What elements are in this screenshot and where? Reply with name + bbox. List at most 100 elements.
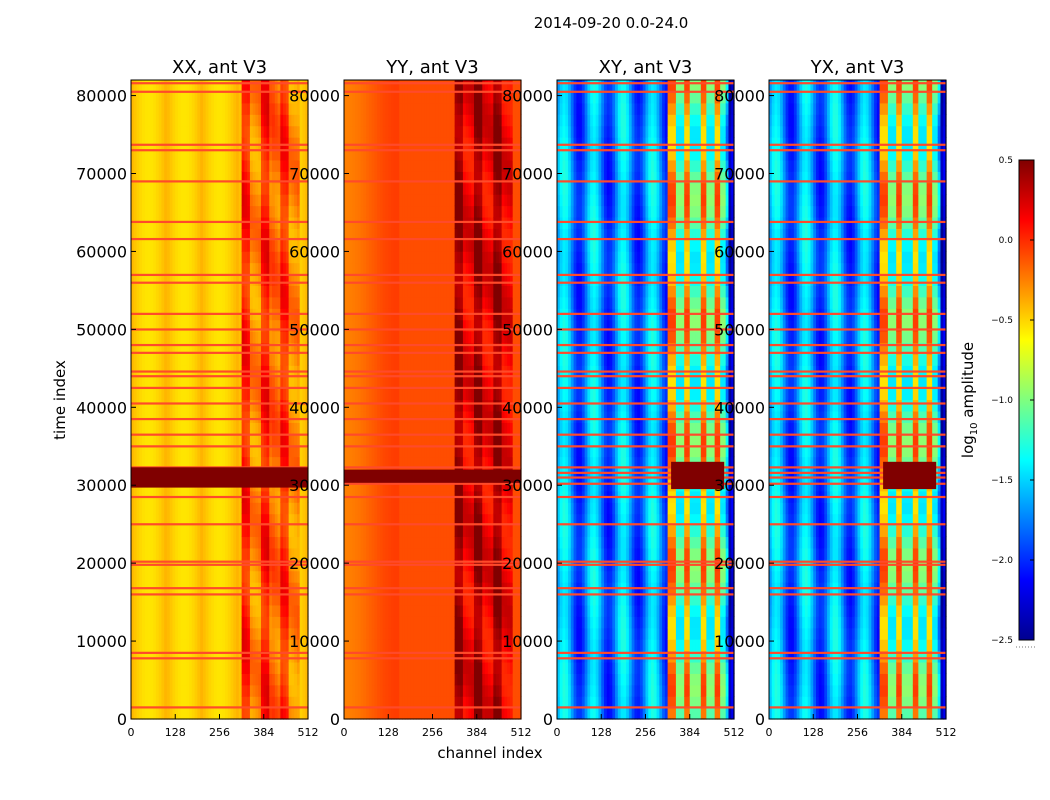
heatmap-cell — [180, 102, 185, 115]
heatmap-cell — [150, 456, 154, 469]
heatmap-cell — [183, 182, 187, 195]
heatmap-cell — [205, 616, 210, 629]
heatmap-cell — [219, 91, 223, 104]
heatmap-cell — [169, 433, 174, 446]
heatmap-cell — [172, 251, 176, 264]
heatmap-cell — [169, 342, 174, 355]
heatmap-cell — [213, 91, 218, 104]
heatmap-cell — [249, 433, 254, 446]
heatmap-cell — [164, 673, 168, 686]
heatmap-cells — [344, 80, 522, 720]
heatmap-cell — [208, 696, 212, 709]
heatmap-cell — [255, 696, 259, 709]
heatmap-cell — [178, 456, 182, 469]
heatmap-cell — [194, 604, 198, 617]
heatmap-cell — [172, 182, 176, 195]
heatmap-cell — [252, 194, 257, 207]
heatmap-cell — [252, 262, 257, 275]
heatmap-cell — [252, 182, 257, 195]
heatmap-cell — [189, 102, 193, 115]
heatmap-cell — [269, 102, 273, 115]
heatmap-cell — [225, 388, 229, 401]
heatmap-cell — [194, 125, 198, 138]
heatmap-cell — [260, 433, 265, 446]
heatmap-cell — [233, 536, 237, 549]
heatmap-cell — [255, 228, 259, 241]
heatmap-cell — [155, 410, 160, 423]
heatmap-cell — [272, 137, 276, 150]
heatmap-cell — [180, 296, 185, 309]
heatmap-cell — [230, 171, 234, 184]
heatmap-cell — [147, 410, 151, 423]
heatmap-cell — [189, 502, 193, 515]
heatmap-cell — [139, 684, 143, 697]
heatmap-cell — [147, 296, 151, 309]
heatmap-cell — [244, 422, 248, 435]
heatmap-cell — [205, 114, 210, 127]
heatmap-cell — [144, 205, 149, 218]
flagged-row — [131, 445, 308, 448]
heatmap-cell — [213, 194, 218, 207]
heatmap-cell — [136, 205, 140, 218]
y-tick-label: 60000 — [76, 242, 127, 261]
heatmap-cell — [147, 388, 151, 401]
heatmap-cell — [180, 137, 185, 150]
heatmap-cell — [213, 159, 218, 172]
heatmap-cell — [269, 262, 273, 275]
heatmap-cell — [183, 639, 187, 652]
heatmap-cell — [216, 513, 221, 526]
heatmap-cell — [164, 102, 168, 115]
heatmap-cell — [150, 525, 154, 538]
heatmap-cell — [144, 502, 149, 515]
heatmap-cell — [133, 456, 138, 469]
heatmap-cell — [208, 239, 212, 252]
heatmap-cell — [205, 80, 210, 93]
heatmap-cell — [266, 593, 270, 606]
heatmap-cell — [183, 445, 187, 458]
heatmap-cell — [139, 194, 143, 207]
heatmap-cell — [211, 502, 215, 515]
heatmap-cell — [272, 114, 276, 127]
heatmap-cell — [272, 182, 276, 195]
heatmap-cell — [249, 251, 254, 264]
heatmap-cell — [136, 182, 140, 195]
heatmap-cell — [244, 205, 248, 218]
heatmap-cell — [236, 536, 240, 549]
heatmap-cell — [202, 627, 207, 640]
heatmap-cell — [247, 159, 251, 172]
heatmap-cell — [249, 296, 254, 309]
heatmap-cell — [247, 639, 251, 652]
heatmap-cell — [249, 593, 254, 606]
heatmap-cell — [183, 547, 187, 560]
heatmap-cell — [191, 570, 196, 583]
heatmap-cell — [153, 433, 157, 446]
heatmap-cell — [194, 650, 198, 663]
heatmap-cell — [158, 80, 163, 93]
heatmap-cell — [236, 171, 240, 184]
heatmap-cell — [208, 570, 212, 583]
heatmap-cell — [197, 627, 201, 640]
heatmap-cell — [166, 707, 171, 720]
heatmap-cell — [202, 399, 207, 412]
heatmap-cell — [155, 205, 160, 218]
flagged-row — [131, 82, 308, 85]
heatmap-cell — [183, 91, 187, 104]
heatmap-cell — [191, 410, 196, 423]
heatmap-cell — [230, 696, 234, 709]
heatmap-cell — [247, 593, 251, 606]
heatmap-cell — [252, 91, 257, 104]
heatmap-cell — [166, 547, 171, 560]
heatmap-cell — [144, 102, 149, 115]
heatmap-cell — [136, 102, 140, 115]
heatmap-cell — [266, 296, 270, 309]
heatmap-cell — [205, 433, 210, 446]
heatmap-cell — [136, 148, 140, 161]
heatmap-cell — [133, 91, 138, 104]
heatmap-cell — [202, 696, 207, 709]
heatmap-cell — [172, 536, 176, 549]
heatmap-cell — [155, 445, 160, 458]
heatmap-cell — [139, 228, 143, 241]
heatmap-cell — [186, 399, 190, 412]
heatmap-cell — [255, 502, 259, 515]
heatmap-cell — [227, 171, 232, 184]
